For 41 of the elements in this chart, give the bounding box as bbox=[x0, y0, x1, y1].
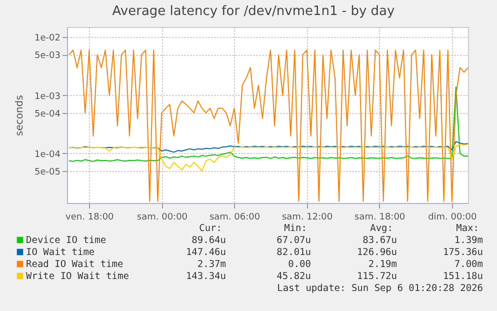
x-tick-label: sam. 12:00 bbox=[282, 212, 333, 222]
text: Cur: bbox=[199, 223, 222, 234]
text: 151.18u bbox=[442, 271, 483, 282]
legend-label: IO Wait time bbox=[26, 247, 95, 258]
text: 2.19m bbox=[368, 259, 398, 270]
text: 82.01u bbox=[276, 247, 311, 258]
text: 115.72u bbox=[356, 271, 397, 282]
x-tick-label: sam. 00:00 bbox=[136, 212, 188, 222]
text: Last update: Sun Sep 6 01:20:28 2026 bbox=[277, 283, 484, 294]
x-tick-label: sam. 18:00 bbox=[354, 212, 406, 222]
text: 2.37m bbox=[197, 259, 226, 270]
text: 0.00 bbox=[288, 259, 312, 270]
text: 83.67u bbox=[362, 235, 397, 246]
text: Avg: bbox=[370, 223, 393, 234]
y-tick-label: 1e-04 bbox=[34, 150, 61, 160]
text: 89.64u bbox=[192, 235, 226, 246]
line-series bbox=[68, 144, 468, 172]
y-tick-label: 5e-04 bbox=[34, 109, 61, 120]
x-tick-label: sam. 06:00 bbox=[209, 212, 260, 222]
line-series bbox=[68, 86, 468, 162]
text: 67.07u bbox=[276, 235, 311, 246]
text: Max: bbox=[456, 223, 479, 234]
y-tick-label: 1e-02 bbox=[34, 34, 60, 44]
legend-label: Write IO Wait time bbox=[26, 271, 130, 282]
y-tick-label: 5e-05 bbox=[34, 167, 60, 178]
x-tick-label: dim. 00:00 bbox=[428, 212, 477, 222]
y-tick-label: 5e-03 bbox=[34, 51, 60, 62]
legend-label: Read IO Wait time bbox=[26, 259, 124, 270]
text: 143.34u bbox=[186, 271, 226, 282]
text: 45.82u bbox=[276, 271, 311, 282]
chart-title: Average latency for /dev/nvme1n1 - by day bbox=[112, 4, 396, 19]
legend-label: Device IO time bbox=[26, 235, 106, 246]
y-axis-title: seconds bbox=[14, 95, 26, 136]
text: 7.00m bbox=[454, 259, 484, 270]
text: 147.46u bbox=[186, 247, 226, 258]
text: 1.39m bbox=[454, 235, 484, 246]
text: Min: bbox=[284, 223, 307, 234]
x-tick-label: ven. 18:00 bbox=[66, 212, 114, 222]
text: 126.96u bbox=[356, 247, 397, 258]
y-tick-label: 1e-03 bbox=[34, 92, 60, 102]
text: 175.36u bbox=[442, 247, 483, 258]
